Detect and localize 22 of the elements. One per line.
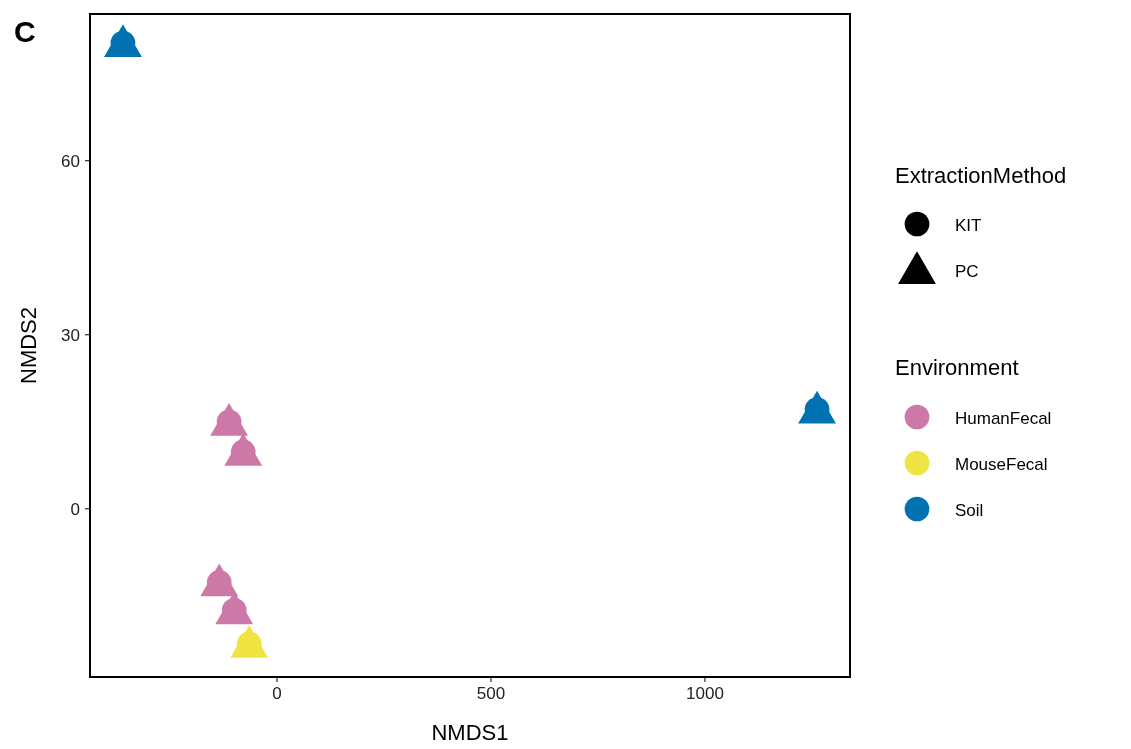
point bbox=[104, 24, 142, 57]
y-tick-label: 60 bbox=[61, 151, 80, 171]
point bbox=[230, 625, 269, 658]
x-tick-label: 500 bbox=[476, 684, 506, 703]
legend-label: MouseFecal bbox=[955, 455, 1048, 474]
point bbox=[798, 390, 836, 424]
text: C bbox=[14, 15, 36, 48]
point bbox=[200, 563, 239, 597]
legend-title: Environment bbox=[895, 355, 1019, 380]
x-axis-title: NMDS1 bbox=[431, 720, 509, 745]
x-tick-label: 0 bbox=[272, 684, 282, 703]
x-tick-label: 1000 bbox=[686, 684, 724, 703]
text: ExtractionMethod bbox=[895, 163, 1067, 188]
y-tick-label: 0 bbox=[70, 499, 80, 519]
point bbox=[224, 433, 263, 466]
text: KIT bbox=[955, 216, 982, 235]
y-tick-label: 30 bbox=[61, 325, 80, 345]
point bbox=[210, 402, 248, 436]
legend-label: HumanFecal bbox=[955, 409, 1052, 428]
legend-label: Soil bbox=[955, 501, 984, 520]
y-axis-title: NMDS2 bbox=[16, 306, 41, 385]
text: PC bbox=[955, 262, 979, 281]
